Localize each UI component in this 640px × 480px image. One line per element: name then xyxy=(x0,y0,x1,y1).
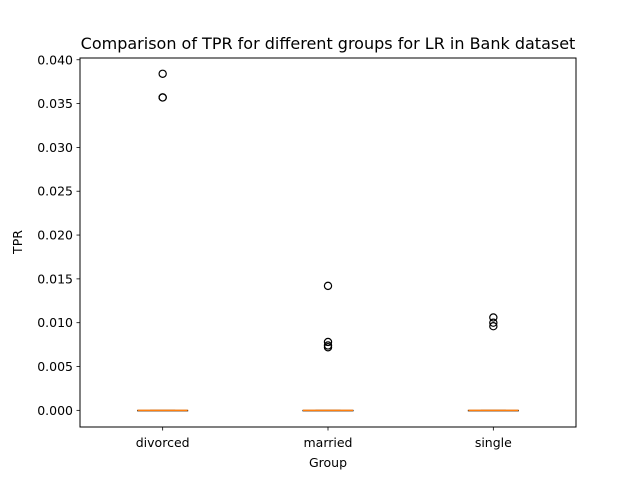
outlier-point xyxy=(158,69,167,78)
plot-area: 0.000 0.005 0.010 0.015 0.020 0.025 0.030 0.035… xyxy=(37,52,519,450)
y-tick-label: 0.035 xyxy=(37,96,73,111)
x-axis-label: Group xyxy=(309,455,347,470)
box-single xyxy=(467,313,519,412)
y-axis-label: TPR xyxy=(10,230,25,255)
y-tick-label: 0.030 xyxy=(37,140,73,155)
outlier-point xyxy=(323,337,333,347)
outlier-point xyxy=(323,343,333,352)
y-tick-label: 0.010 xyxy=(37,315,73,330)
y-tick-label: 0.025 xyxy=(37,184,73,199)
axes-frame xyxy=(79,57,577,428)
y-tick-label: 0.000 xyxy=(37,403,73,418)
x-tick-label: single xyxy=(475,435,512,450)
y-tick-label: 0.020 xyxy=(37,228,73,243)
x-tick-label: divorced xyxy=(136,435,190,450)
outlier-point xyxy=(158,93,167,102)
outlier-point xyxy=(489,322,498,331)
x-tick-label: married xyxy=(304,435,353,450)
chart-title: Comparison of TPR for different groups f… xyxy=(81,34,576,53)
box-married xyxy=(302,281,354,412)
box-divorced xyxy=(137,69,189,412)
outlier-point xyxy=(489,318,498,327)
y-tick-label: 0.015 xyxy=(37,271,73,286)
y-tick-label: 0.005 xyxy=(37,359,73,374)
outlier-point xyxy=(489,313,498,322)
outlier-point xyxy=(323,281,333,291)
y-tick-label: 0.040 xyxy=(37,52,73,67)
